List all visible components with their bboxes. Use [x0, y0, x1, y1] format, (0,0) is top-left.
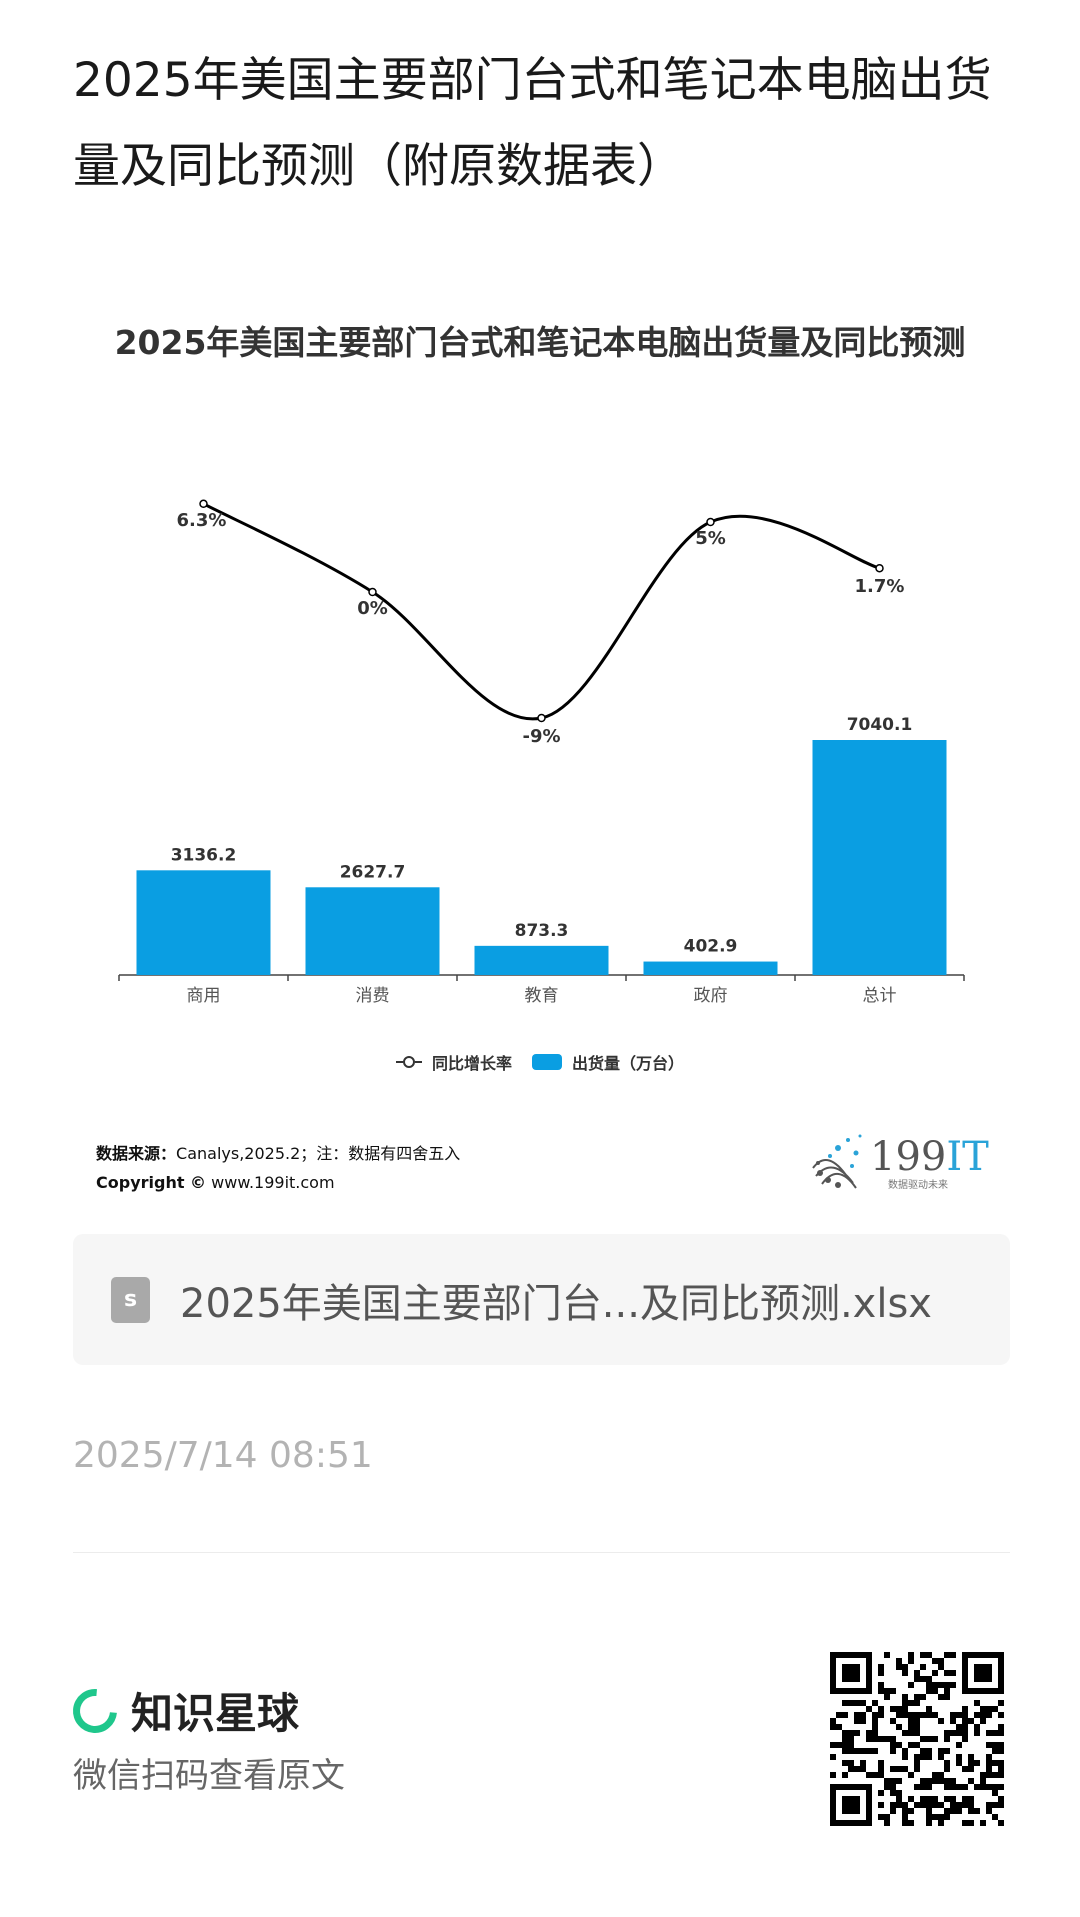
zsxq-brand: 知识星球	[64, 1679, 300, 1742]
growth-label: 6.3%	[177, 510, 227, 531]
copyright-label: Copyright ©	[96, 1173, 207, 1192]
x-tick-label: 商用	[187, 986, 221, 1006]
x-tick-label: 教育	[525, 986, 559, 1006]
growth-point	[875, 563, 884, 573]
growth-rate-line	[202, 502, 880, 721]
divider	[73, 1552, 1010, 1553]
logo-text: 199IT	[870, 1134, 989, 1180]
x-tick-label: 总计	[863, 986, 897, 1006]
growth-point	[537, 713, 546, 723]
bar-value-label: 2627.7	[340, 862, 406, 882]
growth-point	[368, 587, 377, 597]
legend-line-marker-icon	[395, 1056, 422, 1068]
copyright-url: www.199it.com	[211, 1173, 335, 1192]
logo-tagline: 数据驱动未来	[888, 1178, 948, 1191]
growth-label: 1.7%	[855, 576, 905, 597]
qr-code[interactable]	[830, 1652, 1004, 1826]
attachment-filename[interactable]: 2025年美国主要部门台...及同比预测.xlsx	[180, 1280, 932, 1327]
source-text: Canalys,2025.2；注：数据有四舍五入	[176, 1144, 461, 1163]
chart-title: 2025年美国主要部门台式和笔记本电脑出货量及同比预测	[114, 323, 966, 362]
growth-label: -9%	[522, 726, 560, 747]
bar-value-label: 7040.1	[847, 715, 913, 735]
publish-date: 2025/7/14 08:51	[73, 1435, 373, 1476]
bar-商用	[136, 870, 271, 975]
bar-value-label: 3136.2	[171, 845, 237, 865]
x-tick-label: 消费	[356, 986, 390, 1006]
legend-line-label: 同比增长率	[431, 1054, 512, 1073]
bar-总计	[812, 740, 947, 975]
article-title: 2025年美国主要部门台式和笔记本电脑出货量及同比预测（附原数据表）	[73, 53, 992, 194]
combo-chart: 3136.2 商用 2627.7 消费 873.3 教育 402.9 政府 7040.1 总计 6.…	[118, 499, 965, 1006]
zsxq-logo-icon	[64, 1679, 126, 1742]
attachment-card[interactable]: s 2025年美国主要部门台...及同比预测.xlsx	[73, 1234, 1010, 1365]
data-source: 数据来源：Canalys,2025.2；注：数据有四舍五入 Copyright …	[96, 1139, 460, 1197]
x-tick-label: 政府	[694, 986, 728, 1006]
source-label: 数据来源：	[96, 1144, 177, 1163]
chart-legend: 同比增长率 出货量（万台）	[0, 1050, 1080, 1074]
qr-modules	[830, 1652, 1004, 1826]
legend-bar-label: 出货量（万台）	[572, 1054, 685, 1073]
scan-hint: 微信扫码查看原文	[73, 1756, 345, 1796]
bar-value-label: 873.3	[515, 921, 569, 941]
199it-logo: 199IT 数据驱动未来	[812, 1134, 989, 1191]
growth-point	[199, 499, 208, 509]
brand-name: 知识星球	[131, 1689, 300, 1738]
bar-政府	[643, 961, 778, 975]
growth-label: 0%	[357, 598, 388, 619]
legend-bar-swatch	[532, 1054, 562, 1070]
growth-label: 5%	[695, 528, 726, 549]
growth-point	[706, 517, 715, 527]
spreadsheet-file-icon: s	[111, 1276, 150, 1323]
bar-value-label: 402.9	[684, 937, 738, 957]
bar-消费	[305, 887, 440, 975]
bar-教育	[474, 945, 609, 975]
